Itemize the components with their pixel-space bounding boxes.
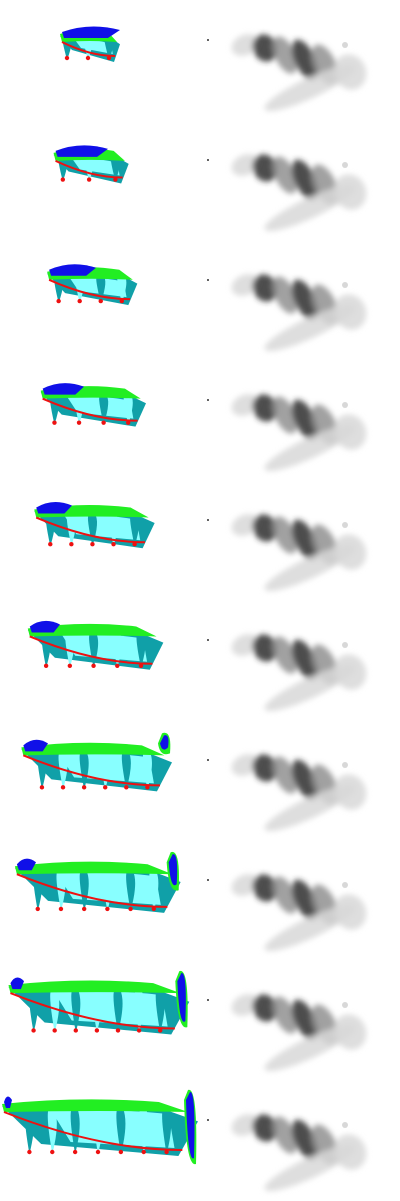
grayscale-panel	[200, 360, 400, 480]
grayscale-image	[207, 154, 367, 231]
segmentation-panel	[0, 480, 200, 600]
grayscale-panel	[200, 720, 400, 840]
grid-row	[0, 720, 400, 840]
grayscale-panel	[200, 1080, 400, 1200]
grayscale-image	[207, 874, 367, 951]
segmentation-panel	[0, 840, 200, 960]
grayscale-panel	[200, 480, 400, 600]
segmentation-panel	[0, 960, 200, 1080]
segmentation-image	[53, 145, 129, 184]
grayscale-panel	[200, 600, 400, 720]
segmentation-image	[2, 1089, 198, 1165]
segmentation-panel	[0, 240, 200, 360]
segmentation-panel	[0, 360, 200, 480]
grayscale-image	[207, 994, 367, 1071]
segmentation-panel	[0, 600, 200, 720]
grid-row	[0, 1080, 400, 1200]
grayscale-panel	[200, 120, 400, 240]
segmentation-image	[21, 732, 173, 792]
grayscale-image	[207, 394, 367, 471]
grid-row	[0, 0, 400, 120]
grid-row	[0, 600, 400, 720]
grid-row	[0, 960, 400, 1080]
grid-row	[0, 240, 400, 360]
segmentation-image	[14, 851, 181, 913]
grayscale-panel	[200, 840, 400, 960]
segmentation-image	[60, 26, 120, 62]
grayscale-image	[207, 1114, 367, 1191]
grayscale-panel	[200, 960, 400, 1080]
grid-row	[0, 840, 400, 960]
grayscale-image	[207, 274, 367, 351]
segmentation-image	[27, 620, 164, 670]
segmentation-image	[8, 970, 190, 1035]
grayscale-panel	[200, 0, 400, 120]
segmentation-panel	[0, 120, 200, 240]
grayscale-panel	[200, 240, 400, 360]
grid-row	[0, 120, 400, 240]
segmentation-image	[34, 502, 155, 549]
grayscale-image	[207, 634, 367, 711]
grayscale-image	[207, 34, 367, 111]
grid-row	[0, 360, 400, 480]
grayscale-image	[207, 514, 367, 591]
segmentation-panel	[0, 0, 200, 120]
segmentation-panel	[0, 720, 200, 840]
grayscale-image	[207, 754, 367, 831]
segmentation-image	[47, 264, 138, 306]
segmentation-panel	[0, 1080, 200, 1200]
segmentation-image	[40, 383, 146, 427]
grid-row	[0, 480, 400, 600]
